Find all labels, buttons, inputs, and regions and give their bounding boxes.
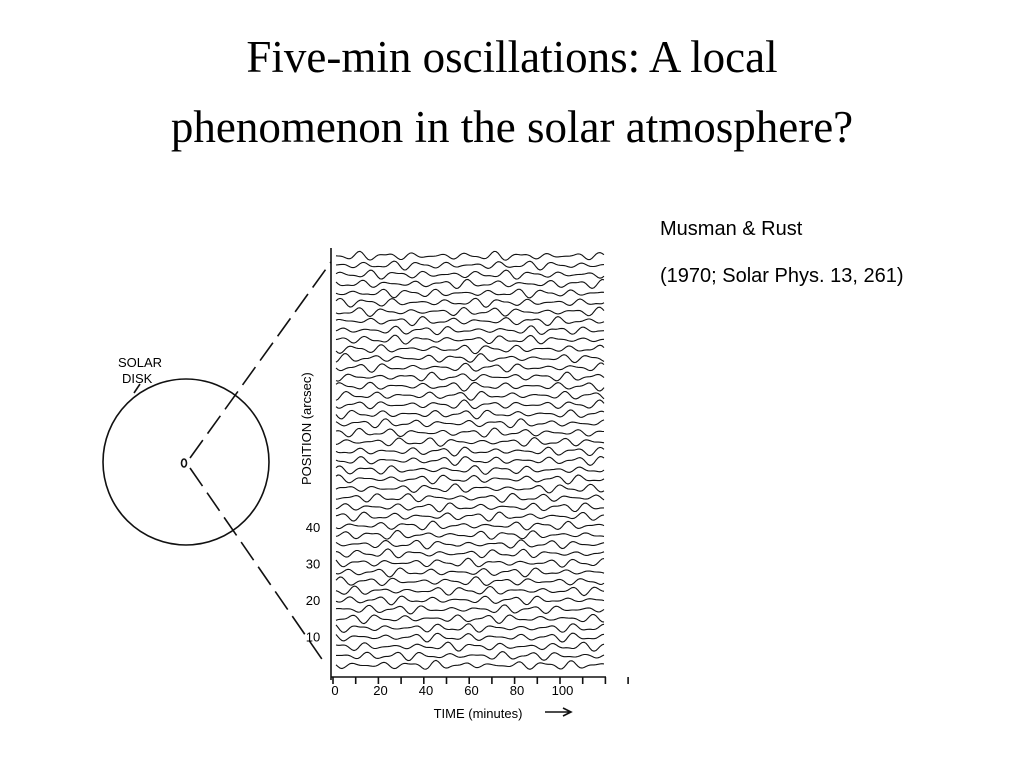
figure [102,248,629,717]
trace [335,353,605,364]
trace [335,539,605,550]
x-tick-label: 20 [373,683,387,698]
citation-reference: (1970; Solar Phys. 13, 261) [660,265,903,287]
trace [335,427,605,438]
trace [335,269,605,280]
trace [335,250,605,261]
y-tick-label: 30 [306,557,320,572]
trace [335,334,605,345]
x-tick-label: 60 [464,683,478,698]
citation-authors: Musman & Rust [660,218,803,240]
trace [335,576,605,587]
trace [335,381,605,392]
trace [335,511,605,522]
y-tick-label: 40 [306,520,320,535]
disk-label: SOLAR [118,355,162,370]
trace [335,548,605,559]
trace [335,632,605,643]
trace [335,623,605,633]
x-tick-marks [332,677,629,684]
trace [335,316,605,327]
trace [335,659,605,670]
trace [335,297,605,308]
trace [335,604,605,615]
trace [335,344,605,355]
trace [335,492,605,503]
trace [335,557,605,568]
trace [335,585,605,597]
x-tick-label: 0 [331,683,338,698]
region-marker [180,458,188,468]
traces [335,250,605,670]
trace [335,465,605,475]
disk-label: DISK [122,371,153,386]
trace [335,567,605,578]
trace [335,371,605,382]
trace [335,399,605,410]
trace [335,260,605,271]
trace [335,520,605,531]
x-axis-label: TIME (minutes) [434,706,523,721]
solar-disk [102,378,270,546]
disk-pointer [133,383,141,394]
x-tick-label: 40 [419,683,433,698]
title-line: phenomenon in the solar atmosphere? [171,102,853,152]
trace [335,325,605,336]
trace [335,529,605,540]
trace [335,613,605,625]
trace [335,437,605,447]
trace [335,278,605,289]
time-arrow [545,707,573,717]
trace [335,474,605,485]
trace [335,483,605,494]
x-tick-label: 100 [552,683,574,698]
zoom-line [189,261,332,459]
y-tick-label: 20 [306,593,320,608]
tick-labels: 0 20 40 60 80 100 40 30 20 10 [306,520,574,698]
trace [335,502,604,513]
x-tick-label: 80 [510,683,524,698]
trace [335,362,605,373]
y-axis-label: POSITION (arcsec) [299,372,314,485]
trace [335,409,605,420]
trace [335,641,605,652]
trace [335,288,605,299]
zoom-line [189,467,327,666]
trace [335,390,605,401]
y-tick-label: 10 [306,630,320,645]
trace [335,446,605,457]
trace [335,456,605,466]
trace [335,306,605,318]
trace [336,651,605,662]
trace [335,595,605,606]
trace [335,418,605,429]
title-line: Five-min oscillations: A local [246,32,777,82]
